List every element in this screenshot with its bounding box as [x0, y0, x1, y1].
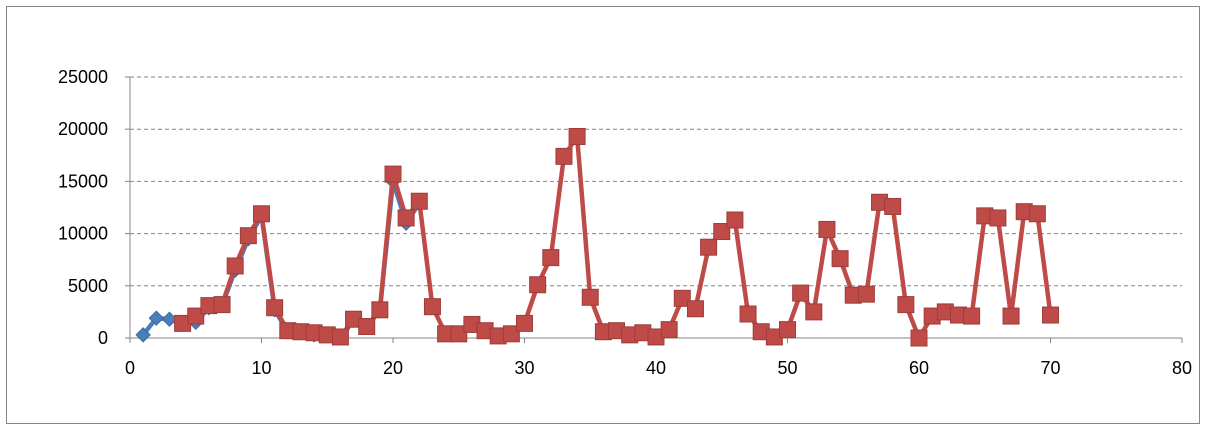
x-tick-label: 20: [383, 358, 403, 378]
series-2-point: [581, 288, 599, 306]
series-2-line: [181, 134, 1053, 341]
x-tick-label: 30: [514, 358, 534, 378]
series-2-point: [857, 285, 875, 303]
series-2-point: [187, 307, 205, 325]
series-2-point: [568, 128, 586, 146]
series-2-point: [423, 298, 441, 316]
y-tick-label: 20000: [58, 119, 108, 139]
series-2-point: [226, 257, 244, 275]
series-2-point: [1002, 307, 1020, 325]
series-2-point: [1028, 205, 1046, 223]
series-2-point: [818, 220, 836, 238]
y-tick-label: 10000: [58, 224, 108, 244]
series-2-point: [897, 296, 915, 314]
y-tick-label: 15000: [58, 171, 108, 191]
series-2-point: [253, 205, 270, 223]
x-tick-label: 60: [909, 358, 929, 378]
series-2-point: [831, 250, 849, 268]
x-tick-label: 80: [1172, 358, 1192, 378]
x-tick-label: 50: [777, 358, 797, 378]
series-2-point: [516, 314, 533, 332]
series-2-point: [686, 300, 704, 318]
y-tick-label: 5000: [68, 276, 108, 296]
series-2-point: [450, 325, 468, 343]
series-2-point: [266, 299, 284, 317]
series-2-point: [726, 211, 744, 229]
series-2-point: [989, 209, 1007, 227]
series-2-point: [371, 301, 389, 319]
series-2-point: [1042, 306, 1059, 324]
series-2-point: [410, 192, 428, 210]
series-2-point: [358, 318, 376, 336]
series-2-point: [792, 284, 810, 302]
series-2-point: [502, 325, 520, 343]
series-2-point: [529, 276, 547, 294]
series-2-point: [779, 321, 796, 339]
series-2-point: [213, 296, 231, 314]
y-tick-label: 25000: [58, 67, 108, 87]
series-2-point: [331, 328, 349, 346]
x-tick-label: 70: [1040, 358, 1060, 378]
series-2-point: [660, 321, 678, 339]
series-2-point: [542, 249, 560, 267]
series-2-point: [739, 305, 757, 323]
x-tick-label: 0: [125, 358, 135, 378]
series-1-point: [135, 327, 151, 343]
series-2-point: [884, 197, 902, 215]
series-2-point: [397, 209, 415, 227]
series-2-point: [713, 223, 731, 241]
series-2-point: [239, 227, 257, 245]
series-2-point: [963, 307, 981, 325]
series-2-point: [673, 289, 691, 307]
x-tick-label: 10: [251, 358, 271, 378]
series-2-point: [700, 238, 718, 256]
series-1-point: [148, 310, 165, 326]
series-2-point: [805, 303, 823, 321]
series-2-point: [910, 329, 928, 347]
y-tick-label: 0: [98, 328, 108, 348]
series-2-point: [384, 165, 402, 183]
series-2-point: [555, 147, 573, 165]
x-tick-label: 40: [646, 358, 666, 378]
